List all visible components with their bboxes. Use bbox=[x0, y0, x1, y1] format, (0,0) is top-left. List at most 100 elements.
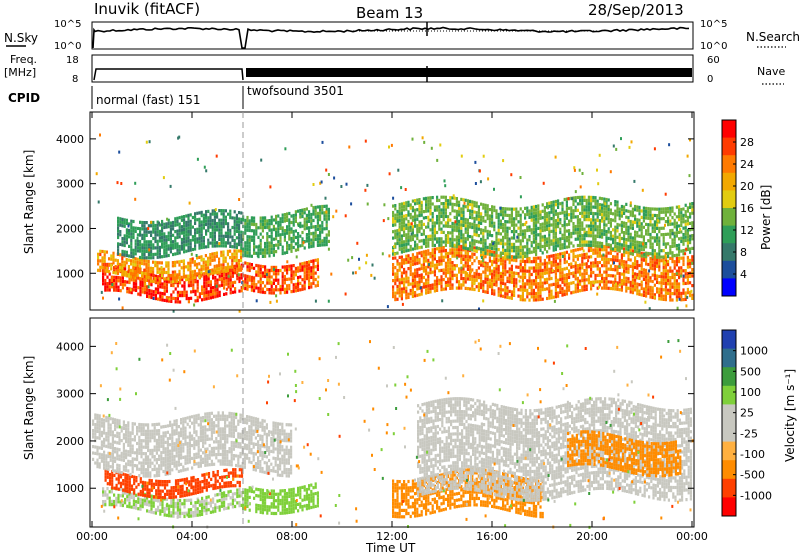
heatmap-cell bbox=[561, 251, 564, 256]
heatmap-cell bbox=[204, 260, 207, 264]
heatmap-cell bbox=[480, 247, 483, 251]
heatmap-cell bbox=[143, 230, 146, 234]
heatmap-cell bbox=[667, 288, 670, 292]
heatmap-cell bbox=[609, 267, 612, 271]
heatmap-cell bbox=[156, 239, 159, 243]
heatmap-cell bbox=[462, 277, 465, 281]
heatmap-cell bbox=[422, 216, 425, 220]
heatmap-cell bbox=[623, 263, 626, 267]
heatmap-cell bbox=[400, 247, 403, 251]
heatmap-cell bbox=[484, 206, 487, 211]
heatmap-cell bbox=[246, 235, 249, 239]
heatmap-cell bbox=[233, 255, 236, 259]
heatmap-cell bbox=[453, 209, 456, 213]
heatmap-cell bbox=[154, 287, 157, 291]
heatmap-cell bbox=[502, 159, 505, 163]
heatmap-cell bbox=[658, 210, 661, 214]
heatmap-cell bbox=[433, 257, 436, 261]
heatmap-cell bbox=[592, 231, 595, 235]
heatmap-cell bbox=[176, 216, 179, 220]
heatmap-cell bbox=[675, 205, 678, 209]
heatmap-cell bbox=[227, 225, 230, 229]
heatmap-cell bbox=[493, 208, 496, 213]
heatmap-cell bbox=[543, 262, 546, 266]
heatmap-cell bbox=[686, 222, 689, 226]
heatmap-cell bbox=[316, 283, 319, 287]
heatmap-cell bbox=[165, 277, 168, 281]
heatmap-cell bbox=[620, 253, 623, 257]
heatmap-cell bbox=[565, 292, 568, 296]
heatmap-cell bbox=[148, 279, 151, 283]
heatmap-cell bbox=[568, 282, 571, 286]
heatmap-cell bbox=[590, 205, 593, 209]
heatmap-cell bbox=[543, 268, 546, 272]
heatmap-cell bbox=[651, 273, 654, 277]
heatmap-cell bbox=[497, 228, 500, 232]
heatmap-cell bbox=[528, 266, 531, 270]
heatmap-cell bbox=[563, 292, 566, 297]
heatmap-cell bbox=[636, 272, 639, 277]
heatmap-cell bbox=[605, 248, 608, 252]
heatmap-cell bbox=[614, 258, 617, 262]
heatmap-cell bbox=[394, 220, 397, 224]
heatmap-cell bbox=[149, 279, 152, 283]
heatmap-cell bbox=[620, 230, 623, 234]
heatmap-cell bbox=[121, 276, 124, 280]
heatmap-cell bbox=[283, 287, 286, 291]
heatmap-cell bbox=[182, 265, 185, 269]
heatmap-cell bbox=[541, 203, 544, 207]
heatmap-cell bbox=[190, 252, 193, 256]
heatmap-cell bbox=[414, 262, 417, 266]
heatmap-cell bbox=[664, 294, 667, 298]
heatmap-cell bbox=[559, 268, 562, 272]
heatmap-cell bbox=[150, 283, 153, 287]
heatmap-cell bbox=[601, 203, 604, 207]
heatmap-cell bbox=[292, 213, 295, 218]
heatmap-cell bbox=[451, 202, 454, 206]
heatmap-cell bbox=[629, 284, 632, 288]
heatmap-cell bbox=[689, 215, 692, 219]
heatmap-cell bbox=[253, 229, 256, 233]
heatmap-cell bbox=[427, 244, 430, 248]
heatmap-cell bbox=[314, 265, 317, 269]
heatmap-cell bbox=[587, 211, 590, 215]
heatmap-cell bbox=[321, 204, 324, 209]
heatmap-cell bbox=[325, 217, 328, 221]
heatmap-cell bbox=[614, 219, 617, 223]
heatmap-cell bbox=[686, 244, 689, 248]
heatmap-cell bbox=[205, 216, 208, 220]
heatmap-cell bbox=[281, 226, 284, 230]
heatmap-cell bbox=[491, 246, 494, 250]
heatmap-cell bbox=[294, 270, 297, 274]
heatmap-cell bbox=[647, 213, 650, 217]
heatmap-cell bbox=[400, 240, 403, 244]
heatmap-cell bbox=[689, 202, 692, 206]
heatmap-cell bbox=[528, 276, 531, 280]
heatmap-cell bbox=[204, 263, 207, 267]
heatmap-cell bbox=[198, 240, 201, 244]
heatmap-cell bbox=[563, 267, 566, 271]
heatmap-cell bbox=[125, 241, 128, 245]
heatmap-cell bbox=[530, 285, 533, 289]
heatmap-cell bbox=[294, 273, 297, 277]
heatmap-cell bbox=[180, 228, 183, 232]
heatmap-cell bbox=[521, 251, 524, 256]
heatmap-cell bbox=[678, 211, 681, 215]
heatmap-cell bbox=[469, 235, 472, 239]
heatmap-cell bbox=[125, 258, 128, 262]
heatmap-cell bbox=[609, 230, 612, 235]
heatmap-cell bbox=[469, 222, 472, 226]
heatmap-cell bbox=[565, 229, 568, 233]
heatmap-cell bbox=[163, 298, 166, 302]
heatmap-cell bbox=[581, 227, 584, 231]
heatmap-cell bbox=[671, 251, 674, 255]
heatmap-cell bbox=[398, 241, 401, 245]
heatmap-cell bbox=[233, 239, 236, 243]
heatmap-cell bbox=[486, 268, 489, 272]
heatmap-cell bbox=[466, 224, 469, 228]
heatmap-cell bbox=[466, 199, 469, 203]
heatmap-cell bbox=[392, 288, 395, 292]
heatmap-cell bbox=[436, 285, 439, 289]
heatmap-cell bbox=[620, 256, 623, 260]
heatmap-cell bbox=[499, 287, 502, 291]
